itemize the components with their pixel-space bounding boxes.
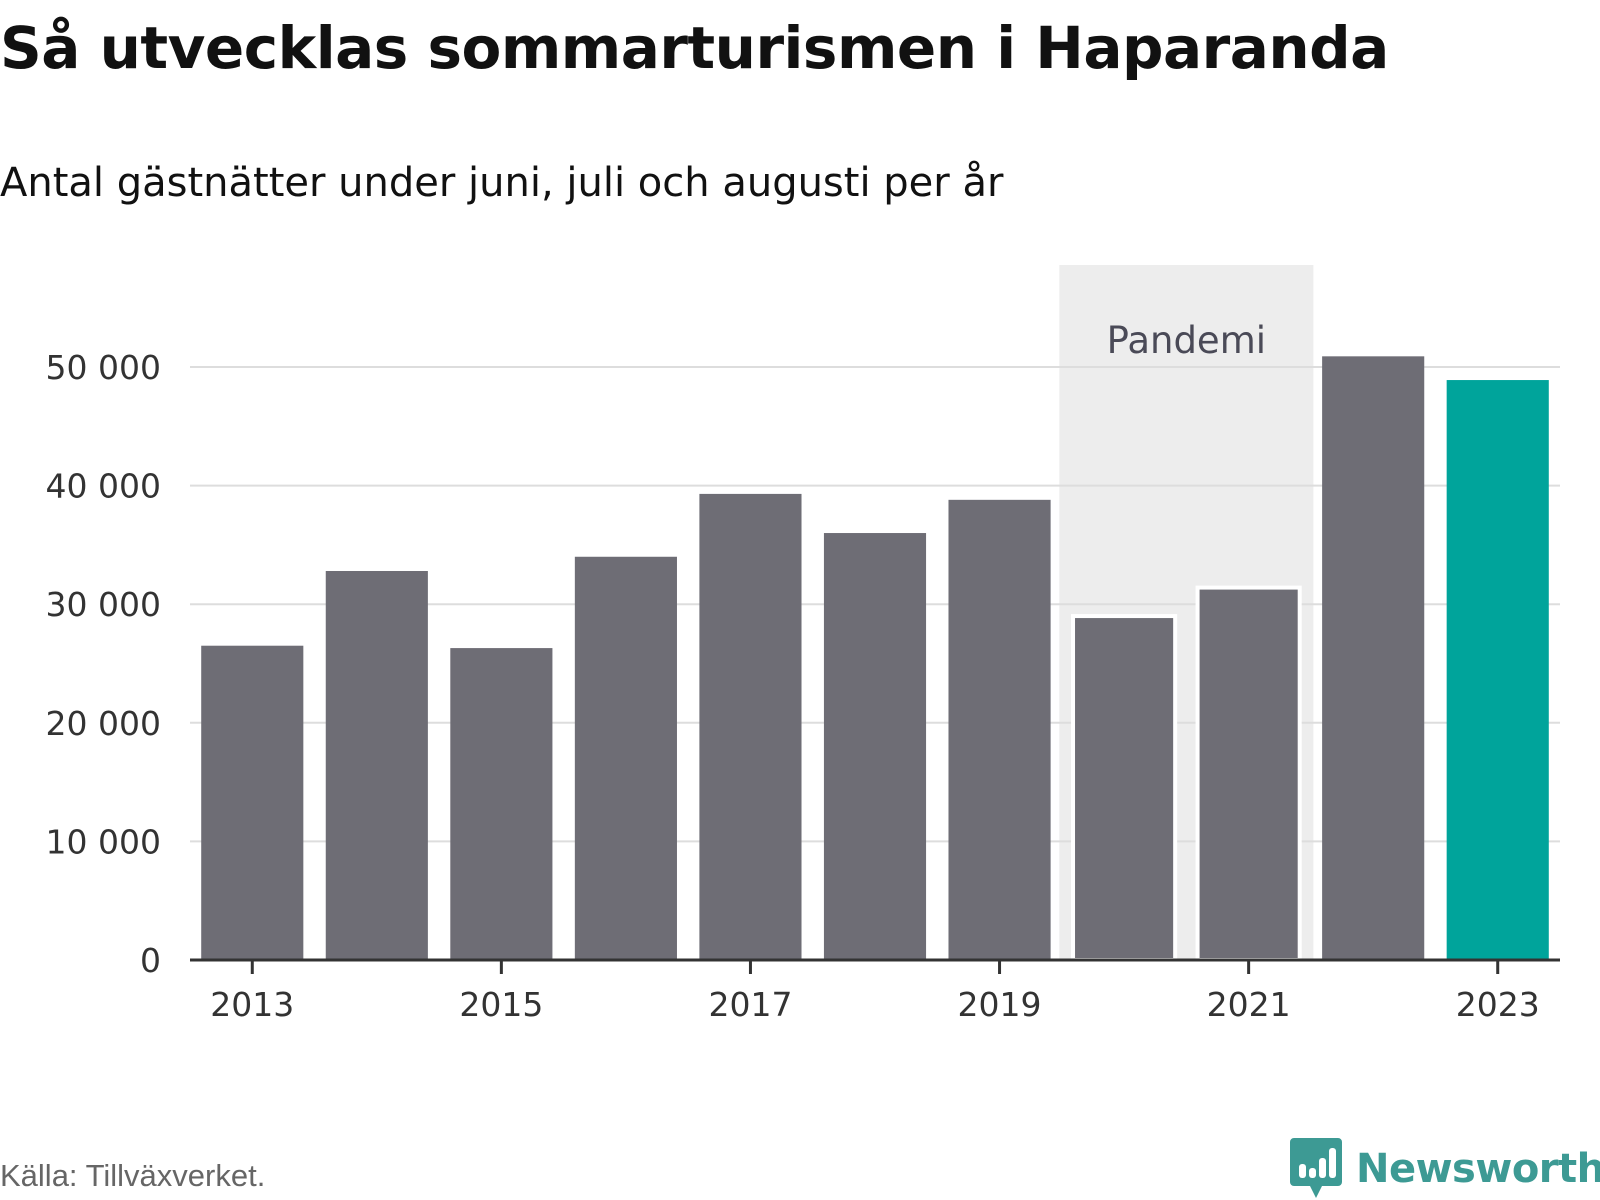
bar (948, 499, 1051, 960)
bar-highlight (1446, 380, 1549, 960)
y-tick-label: 20 000 (46, 704, 161, 743)
pandemic-band-label: Pandemi (1107, 319, 1266, 362)
bar (699, 493, 802, 960)
bar (1071, 614, 1178, 962)
bar (325, 570, 428, 960)
bar (201, 645, 304, 960)
y-tick-label: 0 (140, 941, 161, 980)
bar (823, 533, 927, 960)
x-tick-label: 2015 (459, 985, 543, 1024)
bar (574, 556, 677, 960)
x-tick-label: 2021 (1207, 985, 1291, 1024)
brand-logo[interactable]: Newsworthy (1290, 1138, 1600, 1200)
y-tick-label: 30 000 (46, 585, 161, 624)
y-tick-label: 40 000 (46, 467, 161, 506)
x-tick-label: 2013 (210, 985, 294, 1024)
bar (1195, 585, 1302, 962)
chart-subtitle: Antal gästnätter under juni, juli och au… (0, 160, 1004, 206)
bar (450, 648, 553, 960)
x-tick-label: 2017 (708, 985, 792, 1024)
y-tick-label: 50 000 (46, 348, 161, 387)
newsworthy-logo-icon (1290, 1138, 1342, 1198)
bar (1322, 356, 1425, 960)
brand-name: Newsworthy (1356, 1146, 1600, 1192)
x-tick-label: 2023 (1456, 985, 1540, 1024)
chart-title: Så utvecklas sommarturismen i Haparanda (0, 14, 1389, 82)
source-note: Källa: Tillväxverket. (0, 1158, 266, 1193)
y-tick-label: 10 000 (46, 822, 161, 861)
x-tick-label: 2019 (958, 985, 1042, 1024)
